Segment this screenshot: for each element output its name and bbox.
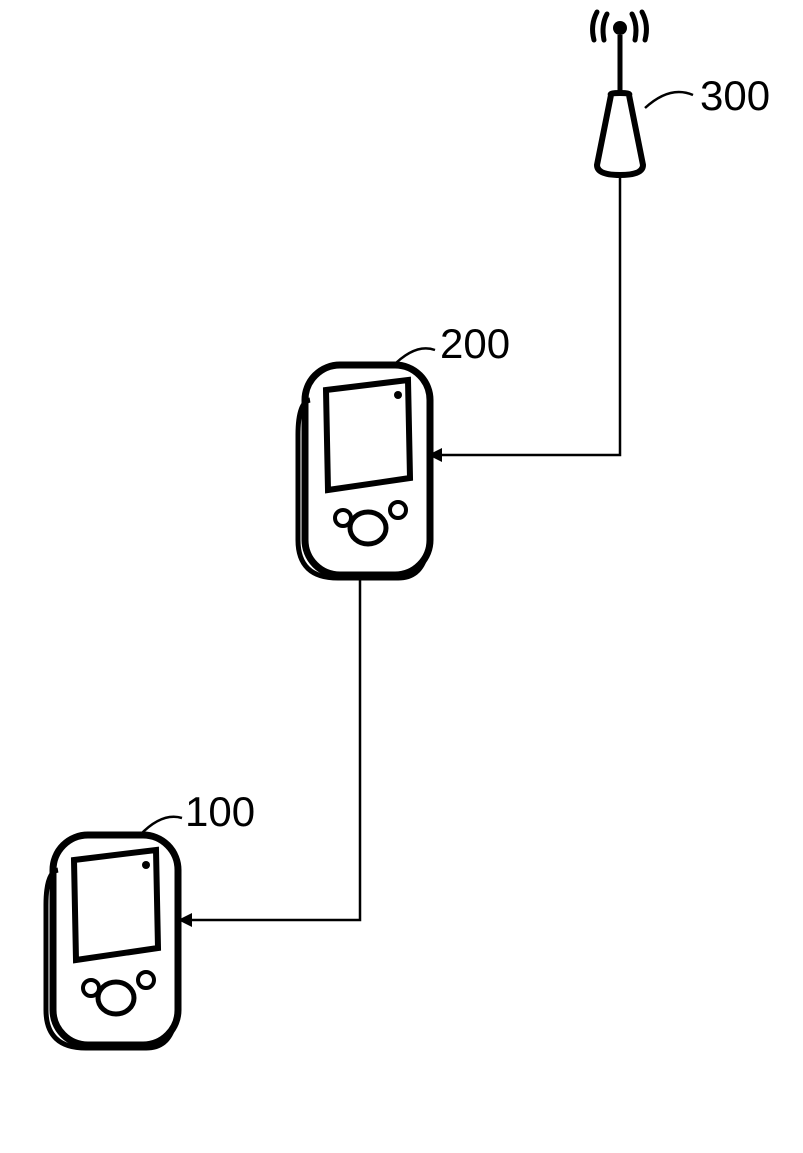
edge-antenna-device2 (428, 175, 620, 462)
antenna-node (593, 12, 647, 175)
label-100: 100 (185, 788, 255, 836)
label-300: 300 (700, 72, 770, 120)
device-100 (46, 835, 178, 1048)
label-200: 200 (440, 320, 510, 368)
leader-300 (645, 92, 693, 108)
device-200 (298, 365, 430, 578)
edge-device2-device1 (178, 580, 360, 927)
diagram-canvas (0, 0, 803, 1153)
